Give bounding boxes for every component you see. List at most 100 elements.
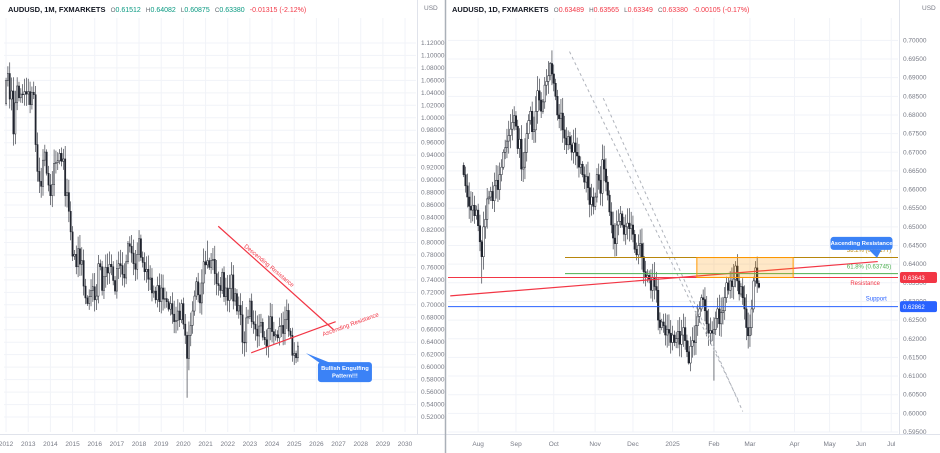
svg-text:0.62862: 0.62862 [903,305,925,311]
svg-text:0.63643: 0.63643 [903,276,925,282]
bullish-engulfing-callout[interactable]: Bullish Engulfing Pattern!!! [305,353,372,383]
svg-text:Jul: Jul [887,441,896,448]
svg-text:0.58000: 0.58000 [421,377,445,384]
svg-text:2014: 2014 [43,441,58,448]
ascending-resistance-trendline[interactable] [250,321,336,354]
svg-text:Aug: Aug [472,441,484,448]
svg-text:1.10000: 1.10000 [421,52,445,59]
svg-text:2023: 2023 [243,441,258,448]
resistance-price-badge[interactable]: 0.63643 [900,271,937,283]
fib-382-label[interactable]: 38.2% (0.64177) [847,248,891,254]
svg-text:0.86000: 0.86000 [421,202,445,209]
svg-text:2022: 2022 [220,441,235,448]
svg-text:0.90000: 0.90000 [421,177,445,184]
svg-text:2018: 2018 [132,441,147,448]
support-price-badge[interactable]: 0.62862 [900,301,937,313]
svg-text:1.04000: 1.04000 [421,90,445,97]
ohlc-high-value: 0.64082 [150,7,176,14]
resistance-label[interactable]: Resistance [850,281,880,287]
svg-text:0.92000: 0.92000 [421,165,445,172]
svg-text:2021: 2021 [198,441,213,448]
svg-text:0.66000: 0.66000 [421,327,445,334]
svg-text:Jun: Jun [856,441,867,448]
ohlc-open-label: O [110,7,116,14]
svg-text:Nov: Nov [589,441,601,448]
svg-text:2030: 2030 [398,441,413,448]
ohlc-close-value: 0.63380 [219,7,245,14]
ascending-resistance-label[interactable]: Ascending Resistance [322,312,380,338]
svg-text:1.02000: 1.02000 [421,102,445,109]
svg-text:2020: 2020 [176,441,191,448]
consolidation-box[interactable] [696,257,794,278]
svg-text:0.61500: 0.61500 [903,354,927,361]
svg-text:0.63500: 0.63500 [903,280,927,287]
left-change-value: -0.01315 (-2.12%) [249,7,307,14]
left-chart-title[interactable]: AUDUSD, 1M, FXMARKETS [8,5,106,14]
svg-text:0.94000: 0.94000 [421,152,445,159]
downtrend-dashed-line-1[interactable] [569,51,739,401]
svg-text:0.65500: 0.65500 [903,205,927,212]
drawings[interactable]: 38.2% (0.64177) 61.8% (0.63745) Resistance… [448,51,937,412]
right-chart-daily[interactable]: 0.70000 0.69500 0.69000 0.68500 0.68000 0.675… [448,18,937,448]
svg-text:Ascending Resistance: Ascending Resistance [831,241,894,247]
svg-text:2016: 2016 [87,441,102,448]
right-change-value: -0.00105 (-0.17%) [692,7,750,14]
svg-text:0.60500: 0.60500 [903,392,927,399]
svg-text:Feb: Feb [708,441,720,448]
descending-resistance-label[interactable]: Descending Resistance [242,244,295,290]
ohlc-high-value: 0.63565 [593,7,619,14]
grid-and-axes[interactable]: 0.70000 0.69500 0.69000 0.68500 0.68000 0.675… [448,18,927,448]
ascending-resistance-trendline[interactable] [450,260,878,297]
svg-text:Oct: Oct [549,441,559,448]
svg-text:0.84000: 0.84000 [421,215,445,222]
svg-text:0.78000: 0.78000 [421,252,445,259]
svg-text:Bullish Engulfing: Bullish Engulfing [321,366,369,372]
svg-text:0.69000: 0.69000 [903,75,927,82]
left-chart-header: AUDUSD, 1M, FXMARKETS O0.61512 H0.64082 … [8,5,306,14]
svg-text:2013: 2013 [21,441,36,448]
svg-text:Mar: Mar [744,441,756,448]
ohlc-low-label: L [180,7,185,14]
svg-text:2025: 2025 [665,441,680,448]
right-chart-header: AUDUSD, 1D, FXMARKETS O0.63489 H0.63565 … [452,5,749,14]
svg-text:1.06000: 1.06000 [421,77,445,84]
svg-text:0.66500: 0.66500 [903,168,927,175]
ascending-resistance-callout[interactable]: Ascending Resistance [830,236,894,258]
support-label[interactable]: Support [866,297,887,303]
left-chart-monthly[interactable]: 1.12000 1.10000 1.08000 1.06000 1.04000 1.020… [0,18,445,448]
svg-text:0.60000: 0.60000 [903,410,927,417]
svg-text:0.76000: 0.76000 [421,264,445,271]
svg-text:0.82000: 0.82000 [421,227,445,234]
svg-text:0.62500: 0.62500 [903,317,927,324]
right-chart-title[interactable]: AUDUSD, 1D, FXMARKETS [452,5,549,14]
svg-text:1.00000: 1.00000 [421,115,445,122]
fib-618-label[interactable]: 61.8% (0.63745) [847,264,891,270]
svg-text:0.68500: 0.68500 [903,93,927,100]
svg-text:1.12000: 1.12000 [421,40,445,47]
ohlc-high-label: H [589,7,594,14]
svg-text:2026: 2026 [309,441,324,448]
svg-text:0.64500: 0.64500 [903,243,927,250]
ohlc-open-value: 0.63489 [558,7,584,14]
ohlc-close-label: C [214,7,220,14]
ohlc-open-value: 0.61512 [115,7,141,14]
svg-text:0.70000: 0.70000 [421,302,445,309]
svg-text:0.64000: 0.64000 [903,261,927,268]
svg-text:0.52000: 0.52000 [421,414,445,421]
candles [462,50,761,381]
svg-text:2027: 2027 [331,441,346,448]
svg-text:0.61000: 0.61000 [903,373,927,380]
ohlc-close-label: C [657,7,663,14]
svg-text:0.72000: 0.72000 [421,289,445,296]
svg-text:0.69500: 0.69500 [903,56,927,63]
descending-resistance-trendline[interactable] [217,225,335,331]
svg-text:Dec: Dec [627,441,639,448]
svg-text:2025: 2025 [287,441,302,448]
svg-text:2012: 2012 [0,441,14,448]
candles [5,62,299,398]
grid-and-axes[interactable]: 1.12000 1.10000 1.08000 1.06000 1.04000 1.020… [0,18,445,448]
right-axis-currency: USD [922,5,936,12]
ohlc-low-label: L [624,7,628,14]
svg-text:0.68000: 0.68000 [421,314,445,321]
